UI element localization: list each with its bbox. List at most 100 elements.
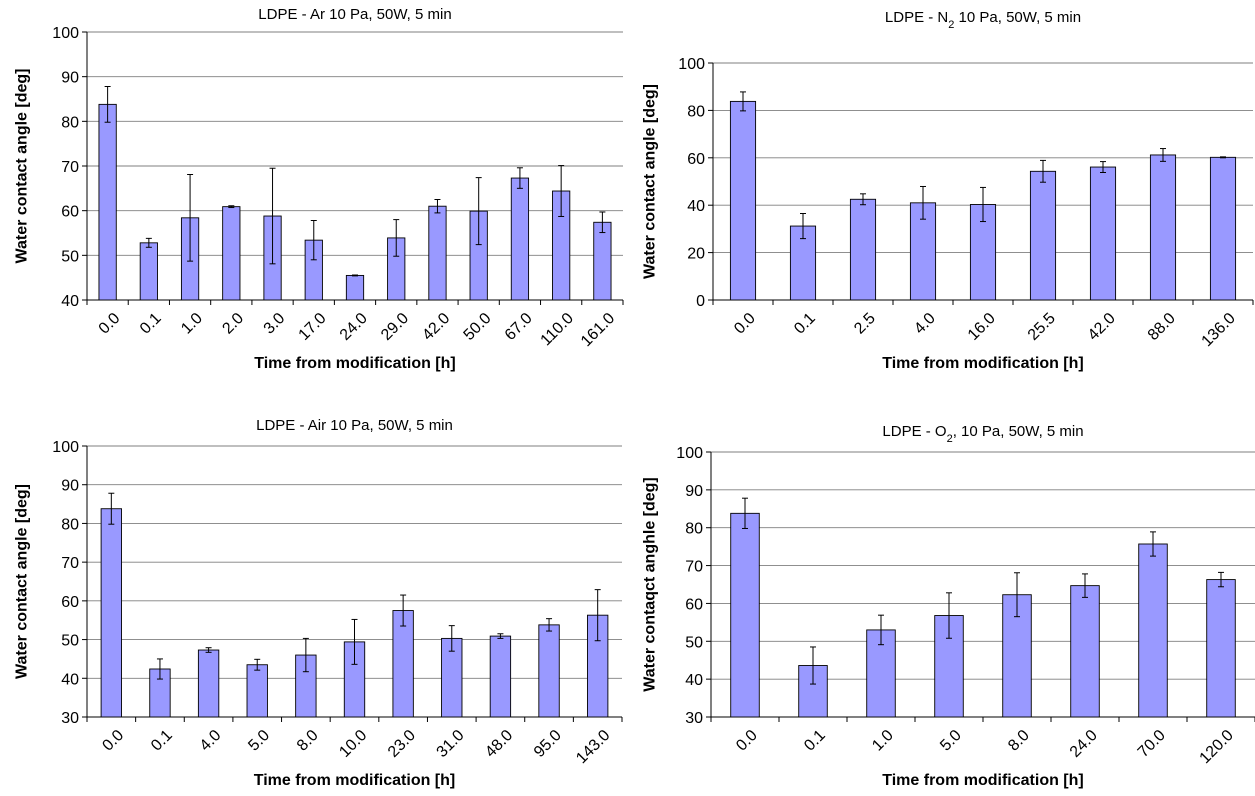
y-tick-label: 30 bbox=[61, 710, 79, 727]
y-tick-label: 100 bbox=[52, 25, 79, 42]
bar bbox=[428, 205, 447, 301]
y-axis-label: Water contact angle [deg] bbox=[14, 69, 31, 264]
x-tick-label: 70.0 bbox=[1135, 727, 1169, 761]
x-tick-label: 88.0 bbox=[1145, 310, 1179, 344]
bar bbox=[593, 221, 612, 301]
bar bbox=[1089, 166, 1117, 301]
chart-title: LDPE - Ar 10 Pa, 50W, 5 min bbox=[258, 6, 451, 23]
x-tick-label: 5.0 bbox=[937, 727, 965, 755]
x-axis-label: Time from modification [h] bbox=[254, 772, 455, 789]
y-tick-label: 50 bbox=[61, 248, 79, 265]
bar bbox=[100, 508, 122, 718]
title-part: , 10 Pa, 50W, 5 min bbox=[953, 423, 1084, 440]
y-tick-label: 100 bbox=[676, 445, 703, 462]
x-tick-label: 8.0 bbox=[294, 727, 322, 755]
y-tick-label: 70 bbox=[61, 159, 79, 176]
y-tick-label: 60 bbox=[61, 204, 79, 221]
x-tick-label: 0.0 bbox=[99, 727, 127, 755]
x-axis-label: Time from modification [h] bbox=[254, 355, 455, 372]
x-tick-label: 143.0 bbox=[573, 727, 613, 767]
x-tick-label: 0.1 bbox=[791, 310, 819, 338]
x-tick-label: 67.0 bbox=[502, 310, 536, 344]
x-tick-label: 42.0 bbox=[419, 310, 453, 344]
x-tick-label: 24.0 bbox=[1067, 727, 1101, 761]
title-part: LDPE - Ar 10 Pa, 50W, 5 min bbox=[258, 6, 451, 23]
title-subscript: 2 bbox=[947, 433, 953, 445]
bar bbox=[1209, 156, 1237, 301]
x-tick-label: 0.1 bbox=[148, 727, 176, 755]
x-tick-label: 10.0 bbox=[336, 727, 370, 761]
x-tick-label: 161.0 bbox=[578, 310, 618, 350]
bar bbox=[730, 512, 760, 718]
x-tick-label: 48.0 bbox=[482, 727, 516, 761]
title-part: 10 Pa, 50W, 5 min bbox=[954, 9, 1081, 26]
bar bbox=[222, 206, 241, 301]
x-tick-label: 31.0 bbox=[434, 727, 468, 761]
x-tick-label: 2.5 bbox=[851, 310, 879, 338]
chart-title: LDPE - N2 10 Pa, 50W, 5 min bbox=[885, 9, 1081, 31]
y-tick-label: 80 bbox=[687, 103, 705, 120]
bar bbox=[1206, 579, 1236, 718]
y-tick-label: 90 bbox=[61, 478, 79, 495]
bar bbox=[139, 242, 158, 301]
title-subscript: 2 bbox=[948, 19, 954, 31]
x-tick-label: 4.0 bbox=[911, 310, 939, 338]
x-tick-label: 24.0 bbox=[337, 310, 371, 344]
y-axis-label: Water contact angle [deg] bbox=[642, 84, 659, 279]
bar bbox=[98, 103, 117, 301]
x-tick-label: 2.0 bbox=[219, 310, 247, 338]
bar bbox=[1070, 585, 1100, 718]
y-tick-label: 100 bbox=[678, 56, 705, 73]
y-tick-label: 70 bbox=[61, 555, 79, 572]
x-tick-label: 95.0 bbox=[531, 727, 565, 761]
x-tick-label: 8.0 bbox=[1005, 727, 1033, 755]
y-tick-label: 50 bbox=[61, 633, 79, 650]
x-tick-label: 110.0 bbox=[538, 310, 578, 350]
y-tick-label: 40 bbox=[687, 198, 705, 215]
y-axis-label: Water contact angle [deg] bbox=[14, 484, 31, 679]
title-part: LDPE - N bbox=[885, 9, 948, 26]
chart-air-svg: 30 40 50 60 70 80 90 100 0.0 0.1 4.0 5.0 8.0 10.0 23.0… bbox=[14, 417, 623, 789]
y-tick-label: 70 bbox=[685, 559, 703, 576]
x-tick-label: 0.0 bbox=[733, 727, 761, 755]
x-tick-label: 25.5 bbox=[1025, 310, 1059, 344]
x-tick-label: 136.0 bbox=[1199, 310, 1239, 350]
y-tick-label: 60 bbox=[61, 594, 79, 611]
x-tick-label: 120.0 bbox=[1197, 727, 1237, 767]
x-tick-label: 42.0 bbox=[1085, 310, 1119, 344]
bar bbox=[1138, 543, 1168, 718]
chart-ar: 40 50 60 70 80 90 100 0.0 0.1 1.0 2.0 3.0 17.0 24.0 29… bbox=[0, 0, 627, 395]
x-tick-label: 17.0 bbox=[296, 310, 330, 344]
chart-o2: 30 40 50 60 70 80 90 100 0.0 0.1 1.0 5.0 8.0 24.0 70.0… bbox=[628, 396, 1255, 791]
y-tick-label: 80 bbox=[61, 516, 79, 533]
chart-air: 30 40 50 60 70 80 90 100 0.0 0.1 4.0 5.0 8.0 10.0 23.0… bbox=[0, 396, 627, 791]
x-tick-label: 29.0 bbox=[378, 310, 412, 344]
bar bbox=[197, 649, 220, 718]
y-tick-label: 0 bbox=[696, 293, 705, 310]
x-tick-label: 4.0 bbox=[197, 727, 225, 755]
title-part: LDPE - Air 10 Pa, 50W, 5 min bbox=[256, 417, 453, 434]
bar bbox=[1029, 170, 1057, 301]
chart-n2: 0 20 40 60 80 100 0.0 0.1 2.5 4.0 16.0 25.5 42.0 88.0… bbox=[628, 0, 1255, 395]
bar bbox=[849, 198, 877, 301]
y-axis-label: Water contaqct anghle [deg] bbox=[642, 477, 659, 692]
chart-title: LDPE - Air 10 Pa, 50W, 5 min bbox=[256, 417, 453, 434]
bar bbox=[538, 624, 560, 718]
chart-o2-svg: 30 40 50 60 70 80 90 100 0.0 0.1 1.0 5.0 8.0 24.0 70.0… bbox=[642, 423, 1255, 789]
x-tick-label: 0.1 bbox=[137, 310, 165, 338]
y-tick-label: 50 bbox=[685, 634, 703, 651]
y-tick-label: 20 bbox=[687, 246, 705, 263]
bar bbox=[345, 274, 365, 301]
chart-n2-svg: 0 20 40 60 80 100 0.0 0.1 2.5 4.0 16.0 25.5 42.0 88.0… bbox=[642, 9, 1254, 372]
x-tick-label: 23.0 bbox=[385, 727, 419, 761]
x-tick-label: 0.0 bbox=[96, 310, 124, 338]
x-tick-label: 5.0 bbox=[245, 727, 273, 755]
x-tick-label: 1.0 bbox=[178, 310, 206, 338]
chart-ar-svg: 40 50 60 70 80 90 100 0.0 0.1 1.0 2.0 3.0 17.0 24.0 29… bbox=[14, 6, 624, 372]
bar bbox=[510, 177, 530, 301]
bar bbox=[246, 664, 268, 718]
x-axis-label: Time from modification [h] bbox=[882, 355, 1083, 372]
y-tick-label: 90 bbox=[61, 70, 79, 87]
x-tick-label: 1.0 bbox=[869, 727, 897, 755]
y-tick-label: 30 bbox=[685, 710, 703, 727]
